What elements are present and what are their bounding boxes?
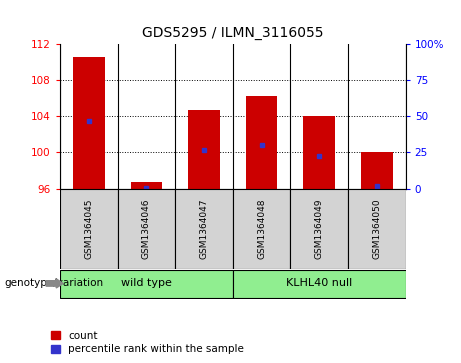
- Bar: [118, 189, 175, 269]
- Bar: [73, 57, 105, 189]
- Text: GSM1364047: GSM1364047: [200, 199, 208, 259]
- Bar: [233, 189, 290, 269]
- Bar: [233, 270, 406, 298]
- Bar: [175, 189, 233, 269]
- Title: GDS5295 / ILMN_3116055: GDS5295 / ILMN_3116055: [142, 26, 324, 40]
- Bar: [303, 116, 335, 189]
- Bar: [290, 189, 348, 269]
- Text: GSM1364049: GSM1364049: [315, 199, 324, 259]
- Text: GSM1364045: GSM1364045: [84, 199, 93, 259]
- Bar: [246, 96, 278, 189]
- Text: GSM1364046: GSM1364046: [142, 199, 151, 259]
- Bar: [60, 189, 118, 269]
- Bar: [188, 110, 220, 189]
- Text: GSM1364050: GSM1364050: [372, 198, 381, 259]
- Bar: [361, 152, 393, 189]
- Text: KLHL40 null: KLHL40 null: [286, 278, 352, 289]
- Bar: [60, 270, 233, 298]
- Bar: [130, 182, 162, 189]
- Legend: count, percentile rank within the sample: count, percentile rank within the sample: [51, 331, 244, 354]
- Text: wild type: wild type: [121, 278, 172, 289]
- Text: genotype/variation: genotype/variation: [5, 278, 104, 289]
- Text: GSM1364048: GSM1364048: [257, 199, 266, 259]
- Bar: [348, 189, 406, 269]
